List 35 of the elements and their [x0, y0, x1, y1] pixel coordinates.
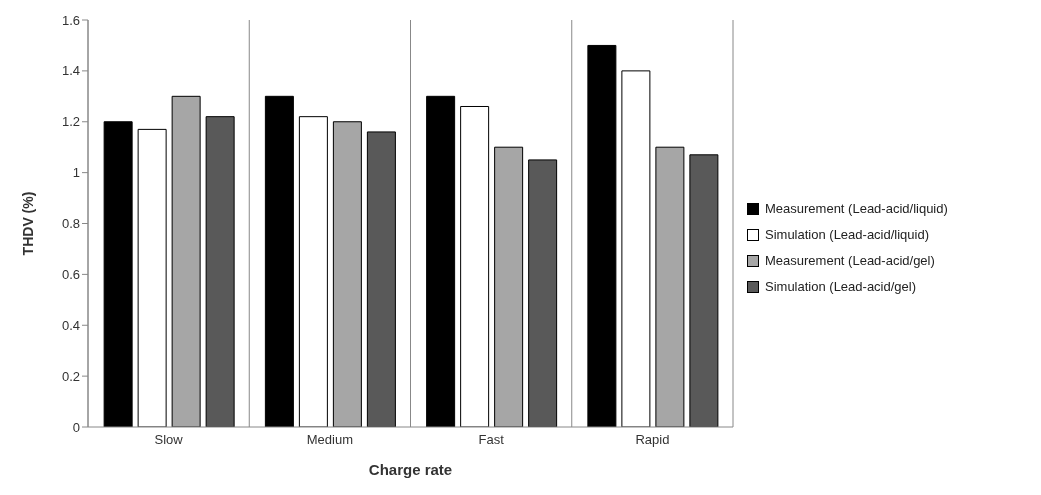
bar — [460, 105, 490, 427]
y-tick-label: 0.6 — [61, 266, 80, 282]
x-tick-label: Rapid — [635, 432, 670, 448]
y-axis-title: THDV (%) — [19, 191, 36, 256]
bar — [298, 116, 328, 427]
bar — [621, 70, 651, 427]
y-tick-label: 1.2 — [61, 114, 80, 130]
y-tick-label: 0 — [72, 419, 80, 435]
bar — [655, 146, 685, 427]
y-tick-label: 0.2 — [61, 368, 80, 384]
x-tick-label: Medium — [306, 432, 353, 448]
legend-label: Simulation (Lead-acid/liquid) — [765, 225, 930, 244]
y-tick-label: 1.6 — [61, 12, 80, 28]
x-axis-title: Charge rate — [368, 461, 453, 478]
bar — [171, 95, 201, 427]
bar — [332, 121, 362, 427]
bar — [426, 95, 456, 427]
y-tick-label: 0.4 — [61, 317, 80, 333]
bar — [494, 146, 524, 427]
bar — [264, 95, 294, 427]
legend-label: Simulation (Lead-acid/gel) — [765, 277, 917, 296]
bar — [103, 121, 133, 427]
bar — [366, 131, 396, 427]
y-tick-label: 1.4 — [61, 63, 80, 79]
legend-label: Measurement (Lead-acid/liquid) — [765, 199, 948, 218]
bar — [205, 116, 235, 427]
y-tick-label: 1 — [72, 165, 80, 181]
bar — [587, 44, 617, 427]
x-tick-label: Fast — [478, 432, 505, 448]
y-tick-label: 0.8 — [61, 216, 80, 232]
bar — [137, 128, 167, 427]
x-tick-label: Slow — [154, 432, 184, 448]
legend-label: Measurement (Lead-acid/gel) — [765, 251, 935, 270]
bar — [528, 159, 558, 427]
bar — [689, 154, 719, 427]
